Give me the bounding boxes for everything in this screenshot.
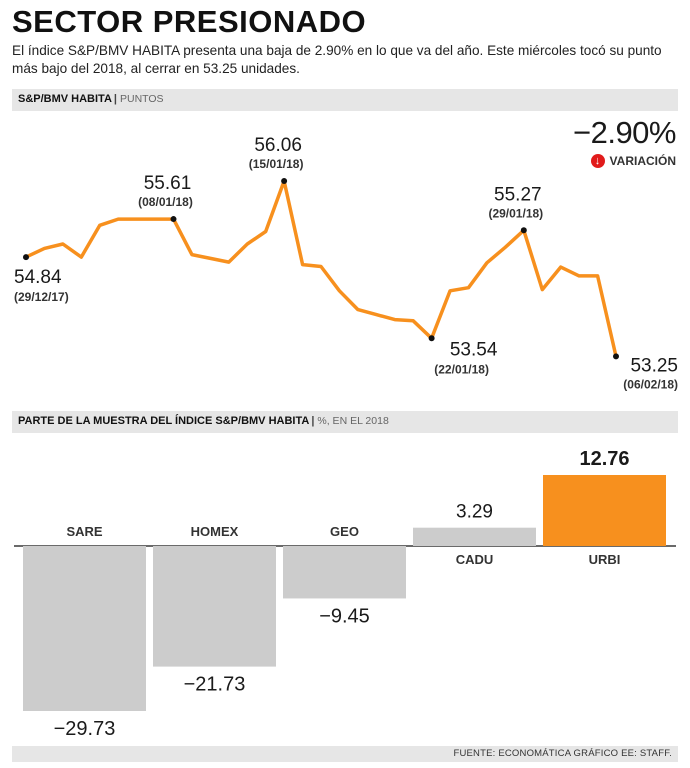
line-chart-header: S&P/BMV HABITA | PUNTOS	[12, 89, 678, 111]
data-point-marker	[281, 177, 288, 184]
bar	[413, 527, 536, 546]
source-text: FUENTE: ECONOMÁTICA GRÁFICO EE: STAFF.	[453, 748, 672, 759]
change-indicator: ↓ VARIACIÓN	[590, 154, 676, 168]
change-label: VARIACIÓN	[609, 154, 676, 168]
data-point-marker	[428, 335, 435, 342]
bar-value-label: −21.73	[184, 674, 246, 696]
bar-chart-unit: %, EN EL 2018	[317, 415, 389, 427]
arrow-down-icon: ↓	[590, 154, 605, 168]
data-point-marker	[520, 227, 527, 234]
bar	[283, 546, 406, 599]
page-title: SECTOR PRESIONADO	[12, 4, 367, 39]
data-value-label: 55.61	[144, 173, 192, 194]
data-date-label: (29/01/18)	[488, 206, 543, 220]
subtitle: El índice S&P/BMV HABITA presenta una ba…	[12, 43, 662, 76]
source-bar: FUENTE: ECONOMÁTICA GRÁFICO EE: STAFF.	[12, 746, 678, 762]
index-series-line	[24, 179, 618, 359]
data-date-label: (06/02/18)	[623, 377, 678, 391]
category-label: GEO	[330, 524, 359, 539]
data-value-label: 53.25	[630, 355, 678, 376]
bar-value-label: −9.45	[319, 605, 370, 627]
bar	[23, 546, 146, 711]
data-value-label: 54.84	[14, 267, 62, 288]
category-label: CADU	[456, 552, 494, 567]
change-value: −2.90%	[572, 115, 677, 150]
data-date-label: (15/01/18)	[249, 157, 304, 171]
data-value-label: 55.27	[494, 184, 542, 205]
data-date-label: (29/12/17)	[14, 290, 69, 304]
bar-value-label: −29.73	[54, 718, 116, 740]
bar-chart-header: PARTE DE LA MUESTRA DEL ÍNDICE S&P/BMV H…	[12, 411, 678, 433]
bar	[543, 475, 666, 546]
data-value-label: 56.06	[254, 135, 302, 156]
line-chart: 54.84 (29/12/17) 55.61(08/01/18) 56.06(15/0…	[14, 135, 678, 391]
data-point-marker	[170, 216, 177, 223]
data-date-label: (08/01/18)	[138, 195, 193, 209]
category-label: HOMEX	[191, 524, 239, 539]
bar-chart-name: PARTE DE LA MUESTRA DEL ÍNDICE S&P/BMV H…	[18, 415, 310, 427]
data-point-marker	[23, 254, 29, 261]
bar-chart: SARE −29.73 HOMEX −21.73 GEO −9.45 CADU 3.29 URB…	[14, 448, 676, 740]
data-date-label: (22/01/18)	[434, 362, 489, 376]
line-chart-name: S&P/BMV HABITA	[18, 93, 112, 105]
bar	[153, 546, 276, 667]
category-label: URBI	[589, 552, 621, 567]
data-point-marker	[613, 353, 619, 360]
data-value-label: 53.54	[450, 339, 498, 360]
bar-value-label: 12.76	[579, 448, 629, 470]
bar-value-label: 3.29	[456, 502, 493, 523]
line-chart-unit: PUNTOS	[120, 93, 164, 105]
category-label: SARE	[66, 524, 102, 539]
